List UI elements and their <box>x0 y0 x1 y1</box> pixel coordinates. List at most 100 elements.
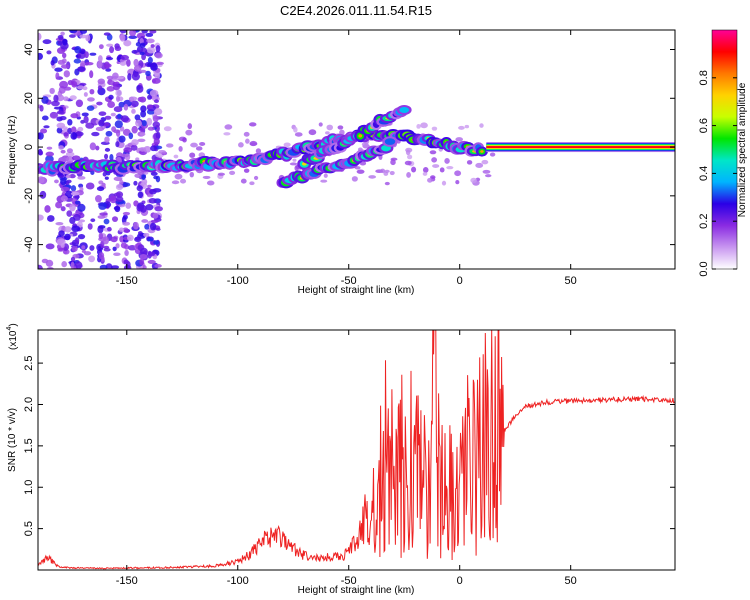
faint-blob <box>407 154 413 160</box>
faint-blob <box>422 171 428 176</box>
noise-blob <box>133 64 142 72</box>
noise-blob <box>77 175 86 180</box>
x-tick-label: -100 <box>227 275 249 287</box>
noise-blob <box>137 191 144 199</box>
faint-blob <box>406 172 411 178</box>
noise-blob <box>131 72 140 81</box>
noise-blob <box>149 89 159 97</box>
noise-blob <box>115 141 120 148</box>
noise-blob <box>70 113 79 119</box>
noise-blob <box>114 45 122 52</box>
noise-blob <box>155 45 161 53</box>
colorbar-label: Normalized spectral amplitude <box>737 82 748 217</box>
noise-blob <box>73 58 82 64</box>
noise-blob <box>63 70 70 78</box>
noise-blob <box>46 50 52 55</box>
noise-blob <box>103 63 112 68</box>
noise-blob <box>53 94 59 103</box>
snr-panel: -150 -100 -50 0 50 0.5 1.0 1.5 2.0 2.5 Height of… <box>6 323 676 596</box>
noise-blob <box>56 110 65 115</box>
noise-blob <box>133 180 138 186</box>
faint-blob <box>292 158 297 162</box>
colorbar-tick-label: 0.0 <box>698 261 710 276</box>
noise-blob <box>89 52 97 56</box>
snr-y-axis: 0.5 1.0 1.5 2.0 2.5 <box>23 355 675 536</box>
y-tick-label: 1.5 <box>23 438 35 453</box>
noise-blob <box>60 64 70 69</box>
noise-blob <box>151 77 161 84</box>
noise-blob <box>85 182 95 190</box>
noise-blob <box>69 95 77 101</box>
faint-blob <box>384 181 390 186</box>
noise-blob <box>106 75 114 80</box>
noise-blob <box>154 52 163 59</box>
noise-blob <box>143 232 150 238</box>
x-tick-label: 50 <box>565 275 577 287</box>
noise-blob <box>71 245 78 252</box>
noise-blob <box>49 87 55 95</box>
x-tick-label: -150 <box>116 575 138 587</box>
noise-blob <box>49 112 59 119</box>
noise-blob <box>154 263 162 268</box>
noise-blob <box>69 203 76 212</box>
noise-blob <box>150 62 158 71</box>
faint-blob <box>485 174 492 178</box>
noise-blob <box>118 101 125 108</box>
noise-blob <box>98 232 104 240</box>
noise-blob <box>57 59 66 65</box>
noise-blob <box>117 113 122 119</box>
faint-blob <box>404 160 412 166</box>
faint-blob <box>240 178 247 184</box>
faint-blob <box>199 142 206 146</box>
spectrogram-image <box>38 30 675 269</box>
faint-blob <box>470 177 477 184</box>
noise-blob <box>147 251 156 257</box>
faint-blob <box>206 180 215 186</box>
noise-blob <box>106 43 114 47</box>
faint-blob <box>384 169 390 173</box>
noise-blob <box>46 266 54 269</box>
noise-blob <box>153 137 160 146</box>
noise-blob <box>106 85 115 92</box>
faint-blob <box>174 173 183 180</box>
noise-blob <box>122 211 131 216</box>
faint-blob <box>158 150 167 154</box>
noise-blob <box>38 132 41 140</box>
noise-blob <box>123 259 129 265</box>
noise-blob <box>105 56 114 61</box>
x-tick-label: -50 <box>341 575 357 587</box>
noise-blob <box>98 55 103 63</box>
faint-blob <box>248 122 257 127</box>
noise-blob <box>133 200 139 207</box>
noise-blob <box>63 132 69 137</box>
faint-blob <box>481 159 489 165</box>
faint-blob <box>308 129 317 136</box>
faint-blob <box>294 132 303 137</box>
noise-blob <box>109 195 117 204</box>
noise-blob <box>120 153 127 158</box>
noise-blob <box>74 200 81 205</box>
noise-blob <box>83 115 89 124</box>
faint-blob <box>464 124 470 129</box>
noise-blob <box>145 70 151 77</box>
noise-blob <box>126 59 131 67</box>
faint-blob <box>427 177 433 183</box>
noise-blob <box>146 38 155 44</box>
faint-blob <box>187 123 193 130</box>
noise-blob <box>134 236 142 243</box>
noise-blob <box>41 115 49 121</box>
noise-blob <box>96 101 103 106</box>
noise-blob <box>89 89 95 95</box>
svg-text:(x104): (x104) <box>6 323 19 350</box>
noise-blob <box>61 261 68 268</box>
noise-blob <box>86 105 95 111</box>
faint-blob <box>245 138 250 144</box>
noise-blob <box>99 264 108 269</box>
noise-blob <box>60 206 66 212</box>
noise-blob <box>51 100 60 107</box>
noise-blob <box>141 219 149 223</box>
faint-blob <box>293 126 298 133</box>
faint-blob <box>229 170 236 175</box>
main-branch-core <box>480 150 484 153</box>
noise-blob <box>104 136 110 143</box>
